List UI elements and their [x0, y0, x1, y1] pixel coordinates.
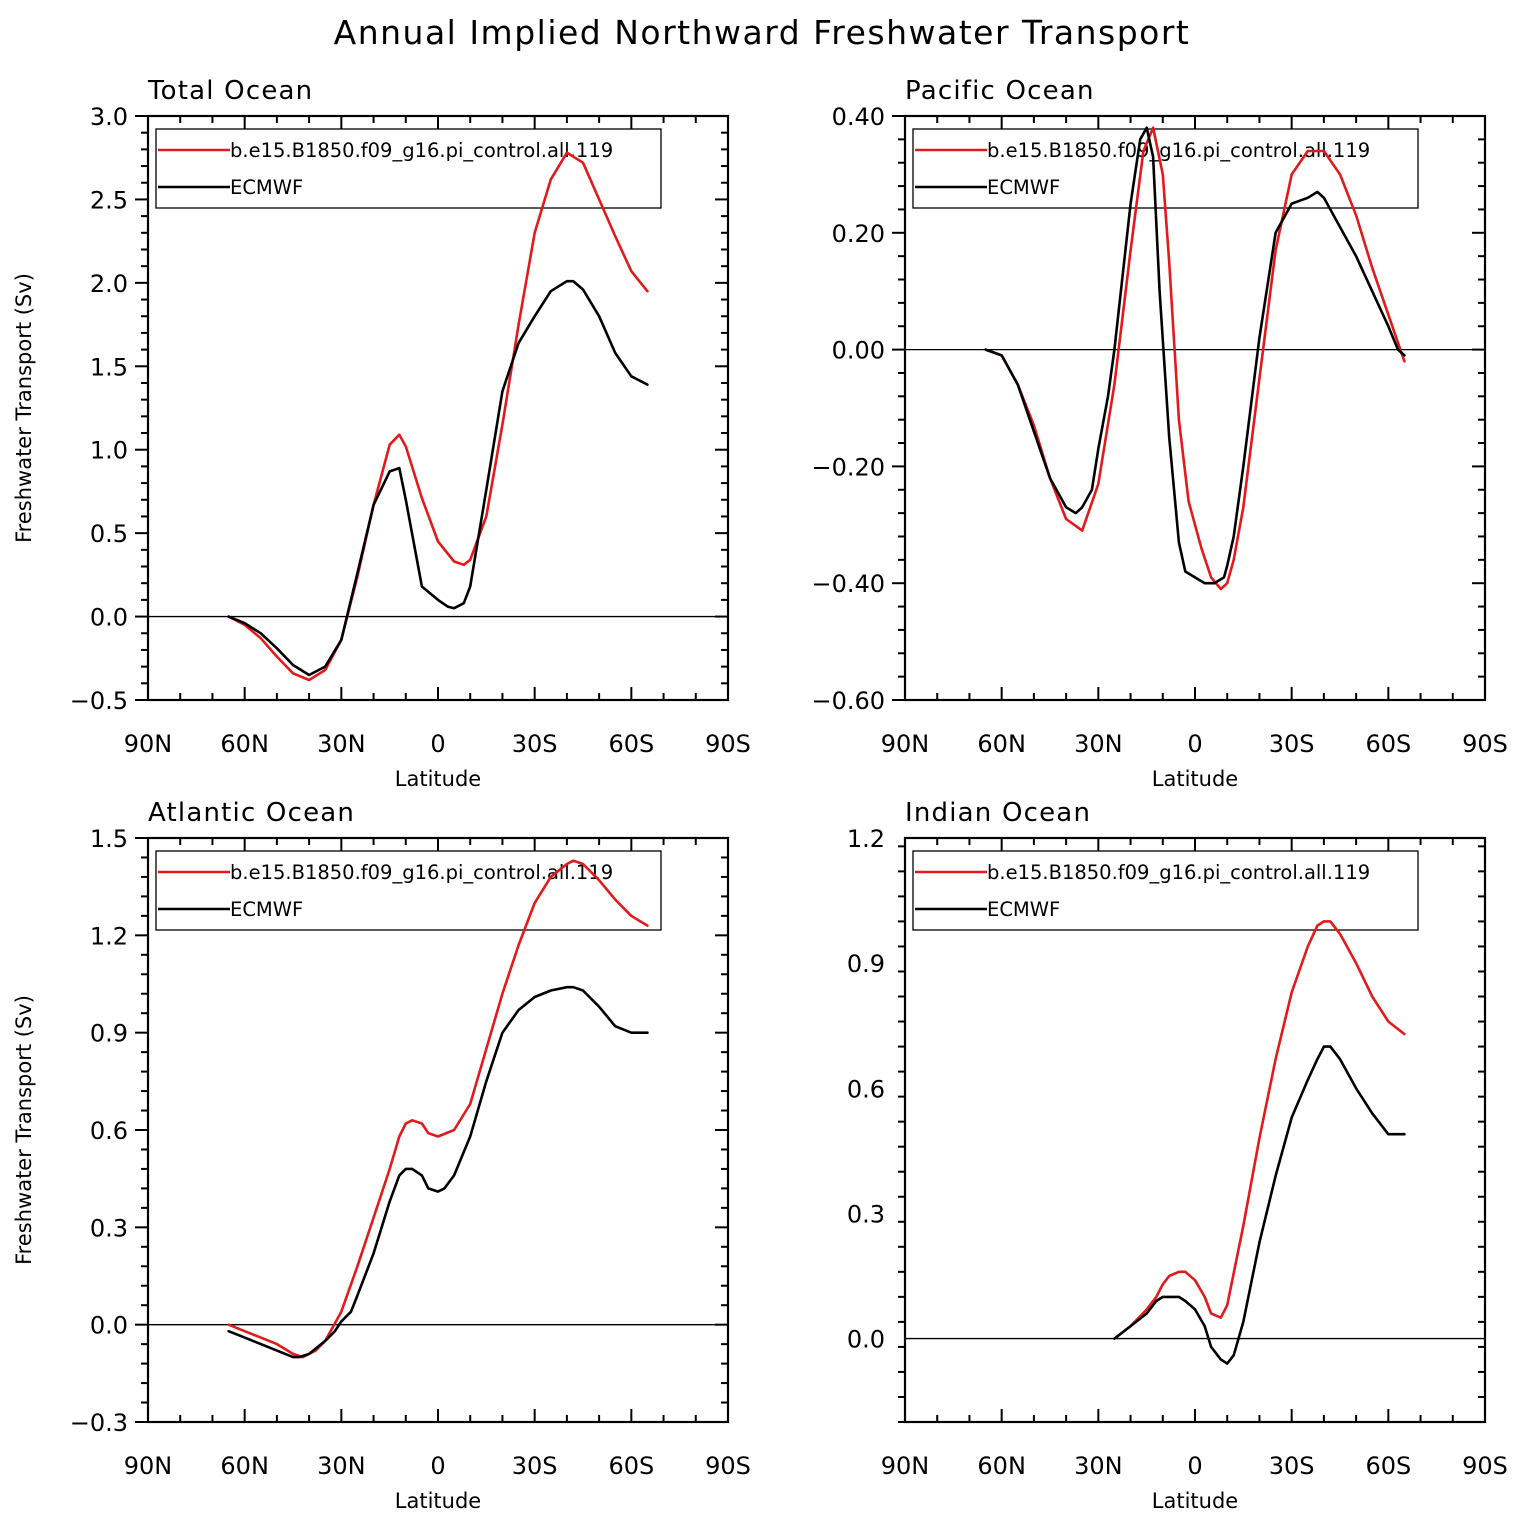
legend-box: [912, 850, 1419, 931]
x-tick-label: 30S: [1269, 730, 1315, 758]
panel-title: Total Ocean: [147, 76, 313, 106]
x-tick-label: 90N: [881, 730, 930, 758]
x-tick-label: 90S: [1462, 1452, 1508, 1480]
y-tick-label: 0.40: [832, 103, 885, 131]
x-axis-label: Latitude: [395, 767, 481, 791]
y-tick-label: 0.20: [832, 220, 885, 248]
x-tick-label: 90N: [124, 1452, 173, 1480]
legend-box: [155, 128, 662, 209]
y-tick-label: −0.20: [811, 453, 885, 481]
x-tick-label: 30N: [317, 730, 366, 758]
y-tick-label: 2.5: [90, 186, 128, 214]
y-tick-label: 0.3: [90, 1214, 128, 1242]
x-tick-label: 30S: [512, 1452, 558, 1480]
y-tick-label: 2.0: [90, 270, 128, 298]
y-tick-label: 0.9: [847, 950, 885, 978]
y-tick-label: 1.5: [90, 825, 128, 853]
legend-label-model: b.e15.B1850.f09_g16.pi_control.all.119: [987, 139, 1370, 162]
panel-atlantic: b.e15.B1850.f09_g16.pi_control.all.119 EC…: [12, 798, 751, 1513]
x-axis-label: Latitude: [1152, 1489, 1238, 1513]
y-tick-label: 0.9: [90, 1020, 128, 1048]
x-tick-label: 30S: [512, 730, 558, 758]
legend-label-model: b.e15.B1850.f09_g16.pi_control.all.119: [230, 861, 613, 884]
x-tick-label: 30N: [1074, 730, 1123, 758]
x-axis-label: Latitude: [395, 1489, 481, 1513]
x-tick-label: 90N: [124, 730, 173, 758]
y-tick-label: 1.0: [90, 437, 128, 465]
y-axis-label: Freshwater Transport (Sv): [12, 273, 36, 543]
y-tick-label: 0.6: [90, 1117, 128, 1145]
x-tick-label: 60N: [977, 1452, 1026, 1480]
x-tick-label: 90N: [881, 1452, 930, 1480]
x-tick-label: 0: [430, 730, 445, 758]
panel-title: Indian Ocean: [905, 798, 1091, 828]
y-tick-label: 0.0: [90, 604, 128, 632]
y-tick-label: 0.5: [90, 520, 128, 548]
legend-label-model: b.e15.B1850.f09_g16.pi_control.all.119: [230, 139, 613, 162]
x-tick-label: 0: [1187, 730, 1202, 758]
y-tick-label: 0.6: [847, 1075, 885, 1103]
y-tick-label: 1.2: [847, 825, 885, 853]
series-line-obs: [984, 126, 1406, 585]
figure-title: Annual Implied Northward Freshwater Tran…: [334, 13, 1191, 52]
panel-pacific: b.e15.B1850.f09_g16.pi_control.all.119 EC…: [811, 76, 1507, 791]
panel-indian: b.e15.B1850.f09_g16.pi_control.all.119 EC…: [847, 798, 1508, 1513]
y-tick-label: −0.3: [70, 1409, 128, 1437]
x-tick-label: 30N: [1074, 1452, 1123, 1480]
x-tick-label: 60N: [220, 730, 269, 758]
x-tick-label: 90S: [1462, 730, 1508, 758]
x-tick-label: 0: [1187, 1452, 1202, 1480]
series-line-model: [1113, 920, 1406, 1340]
y-tick-label: 0.3: [847, 1200, 885, 1228]
legend: b.e15.B1850.f09_g16.pi_control.all.119 EC…: [912, 128, 1419, 209]
legend-label-obs: ECMWF: [230, 898, 303, 921]
x-tick-label: 60S: [608, 1452, 654, 1480]
x-tick-label: 60S: [608, 730, 654, 758]
y-tick-label: 1.2: [90, 922, 128, 950]
series-line-obs: [227, 985, 649, 1359]
legend: b.e15.B1850.f09_g16.pi_control.all.119 EC…: [912, 850, 1419, 931]
y-axis-label: Freshwater Transport (Sv): [12, 995, 36, 1265]
y-tick-label: −0.5: [70, 687, 128, 715]
legend-label-obs: ECMWF: [230, 176, 303, 199]
legend-box: [155, 850, 662, 931]
x-tick-label: 30S: [1269, 1452, 1315, 1480]
series-line-model: [984, 126, 1406, 591]
series-line-model: [227, 151, 649, 682]
x-tick-label: 60N: [220, 1452, 269, 1480]
x-tick-label: 30N: [317, 1452, 366, 1480]
y-tick-label: 0.0: [90, 1312, 128, 1340]
y-tick-label: 1.5: [90, 353, 128, 381]
x-tick-label: 60S: [1365, 730, 1411, 758]
series-line-obs: [227, 279, 649, 677]
x-tick-label: 0: [430, 1452, 445, 1480]
x-axis-label: Latitude: [1152, 767, 1238, 791]
legend-label-obs: ECMWF: [987, 176, 1060, 199]
x-tick-label: 60S: [1365, 1452, 1411, 1480]
series-line-obs: [1113, 1045, 1406, 1365]
x-tick-label: 90S: [705, 1452, 751, 1480]
x-tick-label: 60N: [977, 730, 1026, 758]
y-tick-label: 3.0: [90, 103, 128, 131]
x-tick-label: 90S: [705, 730, 751, 758]
y-tick-label: 0.0: [847, 1326, 885, 1354]
legend: b.e15.B1850.f09_g16.pi_control.all.119 EC…: [155, 128, 662, 209]
legend-label-model: b.e15.B1850.f09_g16.pi_control.all.119: [987, 861, 1370, 884]
panel-title: Atlantic Ocean: [148, 798, 355, 828]
legend: b.e15.B1850.f09_g16.pi_control.all.119 EC…: [155, 850, 662, 931]
panel-total: b.e15.B1850.f09_g16.pi_control.all.119 EC…: [12, 76, 751, 791]
panel-title: Pacific Ocean: [905, 76, 1095, 106]
legend-label-obs: ECMWF: [987, 898, 1060, 921]
y-tick-label: −0.60: [811, 687, 885, 715]
y-tick-label: −0.40: [811, 570, 885, 598]
y-tick-label: 0.00: [832, 337, 885, 365]
